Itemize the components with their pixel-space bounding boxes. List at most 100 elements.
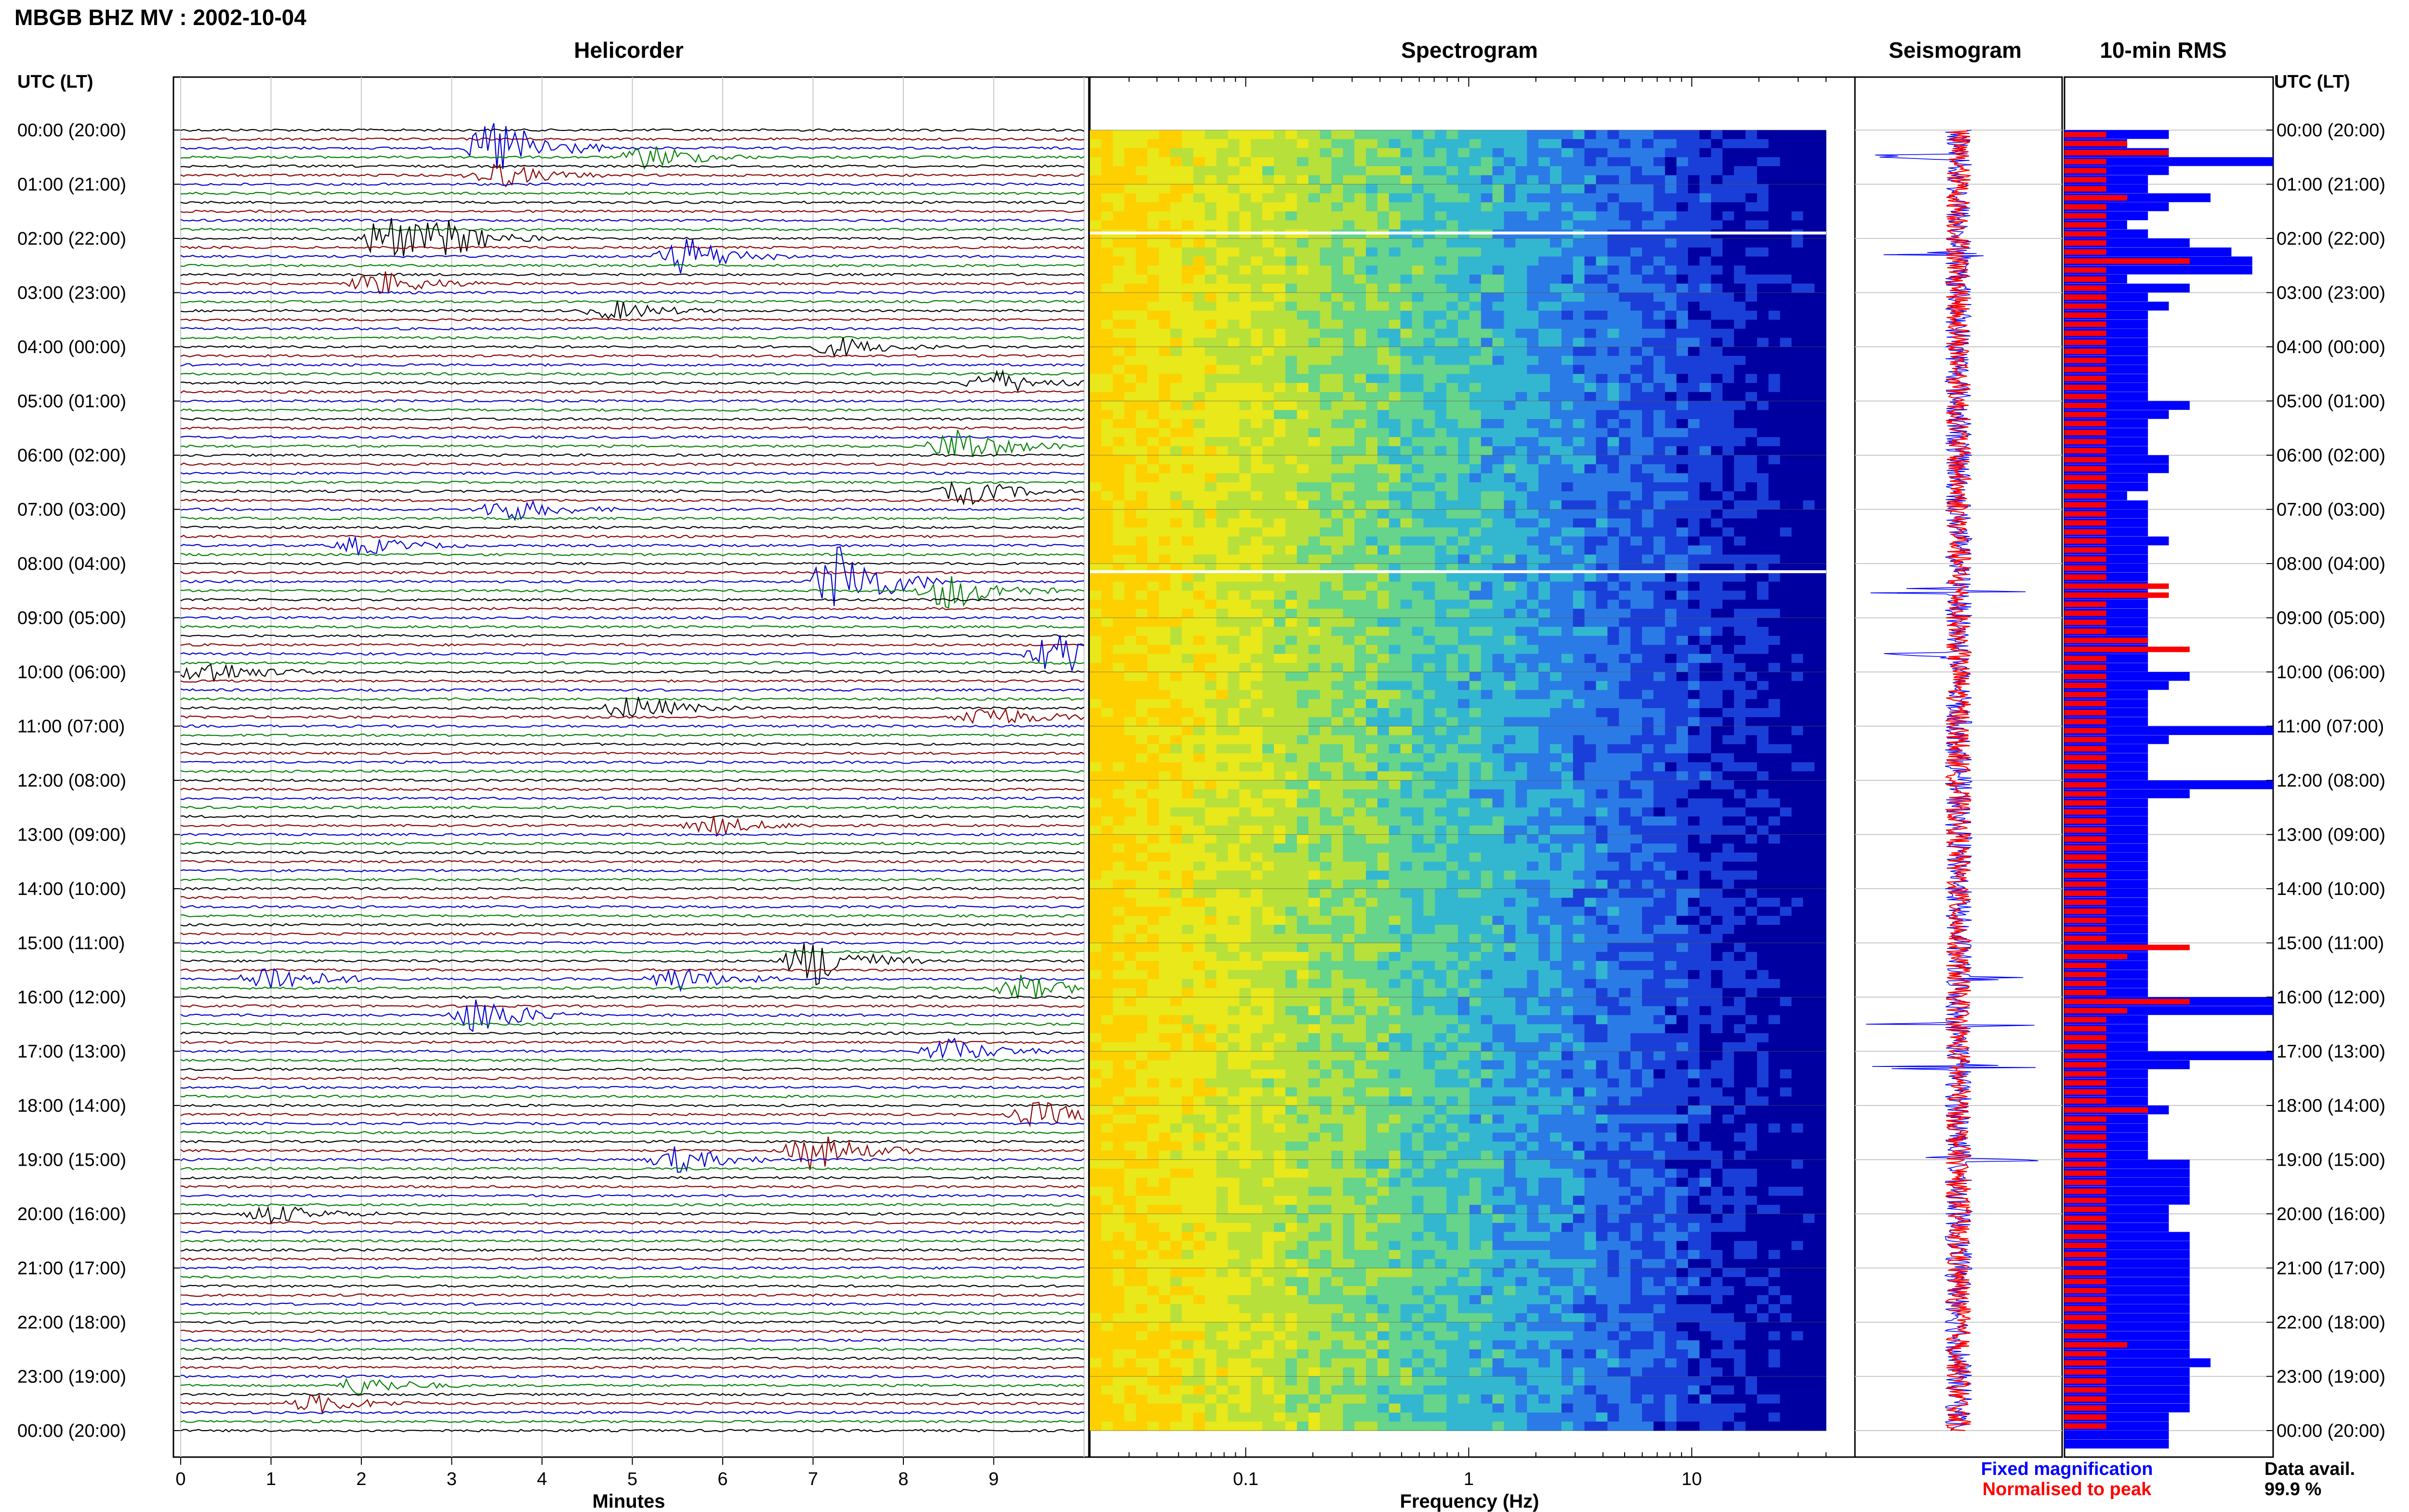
- spectrogram-cell: [1239, 1042, 1251, 1052]
- spectrogram-cell: [1389, 636, 1401, 645]
- spectrogram-cell: [1101, 970, 1113, 980]
- spectrogram-cell: [1262, 825, 1274, 835]
- spectrogram-cell: [1435, 816, 1447, 826]
- spectrogram-cell: [1435, 708, 1447, 718]
- spectrogram-cell: [1170, 861, 1182, 871]
- spectrogram-cell: [1262, 897, 1274, 907]
- spectrogram-cell: [1446, 1205, 1458, 1214]
- spectrogram-cell: [1228, 175, 1240, 185]
- spectrogram-cell: [1366, 1286, 1378, 1296]
- spectrogram-cell: [1274, 988, 1286, 998]
- spectrogram-cell: [1101, 861, 1113, 871]
- spectrogram-cell: [1251, 861, 1263, 871]
- helicorder-trace: [180, 471, 1085, 475]
- spectrogram-cell: [1320, 1367, 1332, 1377]
- spectrogram-cell: [1297, 1376, 1309, 1386]
- spectrogram-cell: [1469, 636, 1482, 645]
- spectrogram-cell: [1354, 220, 1366, 230]
- spectrogram-cell: [1297, 166, 1309, 176]
- spectrogram-cell: [1308, 780, 1321, 790]
- spectrogram-cell: [1112, 753, 1125, 763]
- spectrogram-cell: [1216, 1214, 1229, 1223]
- spectrogram-cell: [1124, 1358, 1137, 1368]
- helicorder-trace: [180, 1420, 1085, 1423]
- spectrogram-cell: [1101, 265, 1113, 275]
- spectrogram-cell: [1228, 482, 1240, 492]
- spectrogram-cell: [1182, 428, 1194, 438]
- spectrogram-cell: [1423, 636, 1435, 645]
- spectrogram-cell: [1112, 897, 1125, 907]
- spectrogram-cell: [1446, 311, 1458, 320]
- spectrogram-cell: [1285, 428, 1297, 438]
- spectrogram-cell: [1090, 1376, 1102, 1386]
- helicorder-trace: [180, 832, 1085, 837]
- spectrogram-cell: [1193, 148, 1205, 158]
- spectrogram-cell: [1274, 536, 1286, 546]
- spectrogram-cell: [1366, 970, 1378, 980]
- spectrogram-cell: [1377, 1349, 1390, 1359]
- spectrogram-cell: [1216, 997, 1229, 1007]
- spectrogram-cell: [1239, 1277, 1251, 1287]
- spectrogram-cell: [1377, 1132, 1390, 1142]
- spectrogram-cell: [1308, 1150, 1321, 1160]
- spectrogram-cell: [1147, 545, 1159, 555]
- spectrogram-cell: [1216, 807, 1229, 817]
- helicorder-trace: [180, 1239, 1085, 1243]
- spectrogram-cell: [1274, 834, 1286, 844]
- spectrogram-cell: [1239, 1006, 1251, 1016]
- spectrogram-cell: [1400, 798, 1413, 808]
- spectrogram-cell: [1389, 681, 1401, 691]
- spectrogram-cell: [1446, 464, 1458, 474]
- helicorder-trace: [180, 1176, 1085, 1180]
- spectrogram-cell: [1412, 166, 1424, 176]
- spectrogram-cell: [1101, 518, 1113, 528]
- spectrogram-cell: [1389, 130, 1401, 140]
- spectrogram-cell: [1251, 771, 1263, 781]
- spectrogram-cell: [1228, 193, 1240, 203]
- spectrogram-cell: [1159, 744, 1171, 754]
- spectrogram-cell: [1446, 943, 1458, 952]
- spectrogram-cell: [1400, 464, 1413, 474]
- spectrogram-cell: [1090, 1186, 1102, 1196]
- spectrogram-cell: [1216, 265, 1229, 275]
- spectrogram-cell: [1377, 1033, 1390, 1043]
- spectrogram-cell: [1377, 1223, 1390, 1233]
- spectrogram-cell: [1147, 482, 1159, 492]
- spectrogram-cell: [1090, 509, 1102, 519]
- spectrogram-cell: [1285, 762, 1297, 772]
- spectrogram-cell: [1446, 275, 1458, 284]
- spectrogram-cell: [1354, 933, 1366, 944]
- spectrogram-cell: [1458, 202, 1470, 212]
- spectrogram-cell: [1193, 1186, 1205, 1196]
- spectrogram-cell: [1458, 419, 1470, 429]
- spectrogram-cell: [1423, 283, 1435, 293]
- spectrogram-cell: [1274, 699, 1286, 709]
- spectrogram-cell: [1204, 428, 1217, 438]
- helicorder-trace: [180, 950, 1085, 954]
- spectrogram-cell: [1239, 1196, 1251, 1205]
- spectrogram-cell: [1435, 1322, 1447, 1332]
- spectrogram-cell: [1389, 816, 1401, 826]
- spectrogram-cell: [1251, 473, 1263, 483]
- spectrogram-cell: [1274, 997, 1286, 1007]
- spectrogram-cell: [1193, 1268, 1205, 1277]
- spectrogram-cell: [1136, 148, 1148, 158]
- spectrogram-cell: [1170, 970, 1182, 980]
- spectrogram-cell: [1377, 789, 1390, 799]
- spectrogram-cell: [1090, 618, 1102, 627]
- spectrogram-cell: [1228, 446, 1240, 456]
- spectrogram-cell: [1412, 1069, 1424, 1079]
- spectrogram-cell: [1343, 618, 1355, 627]
- spectrogram-cell: [1124, 1087, 1137, 1097]
- spectrogram-cell: [1228, 1259, 1240, 1269]
- spectrogram-cell: [1193, 943, 1205, 952]
- spectrogram-cell: [1308, 338, 1321, 347]
- spectrogram-cell: [1159, 1015, 1171, 1025]
- spectrogram-cell: [1228, 1313, 1240, 1323]
- spectrogram-cell: [1308, 482, 1321, 492]
- spectrogram-cell: [1331, 1096, 1343, 1106]
- spectrogram-cell: [1193, 1159, 1205, 1169]
- spectrogram-cell: [1239, 825, 1251, 835]
- spectrogram-cell: [1343, 1358, 1355, 1368]
- helicorder-trace: [180, 426, 1085, 430]
